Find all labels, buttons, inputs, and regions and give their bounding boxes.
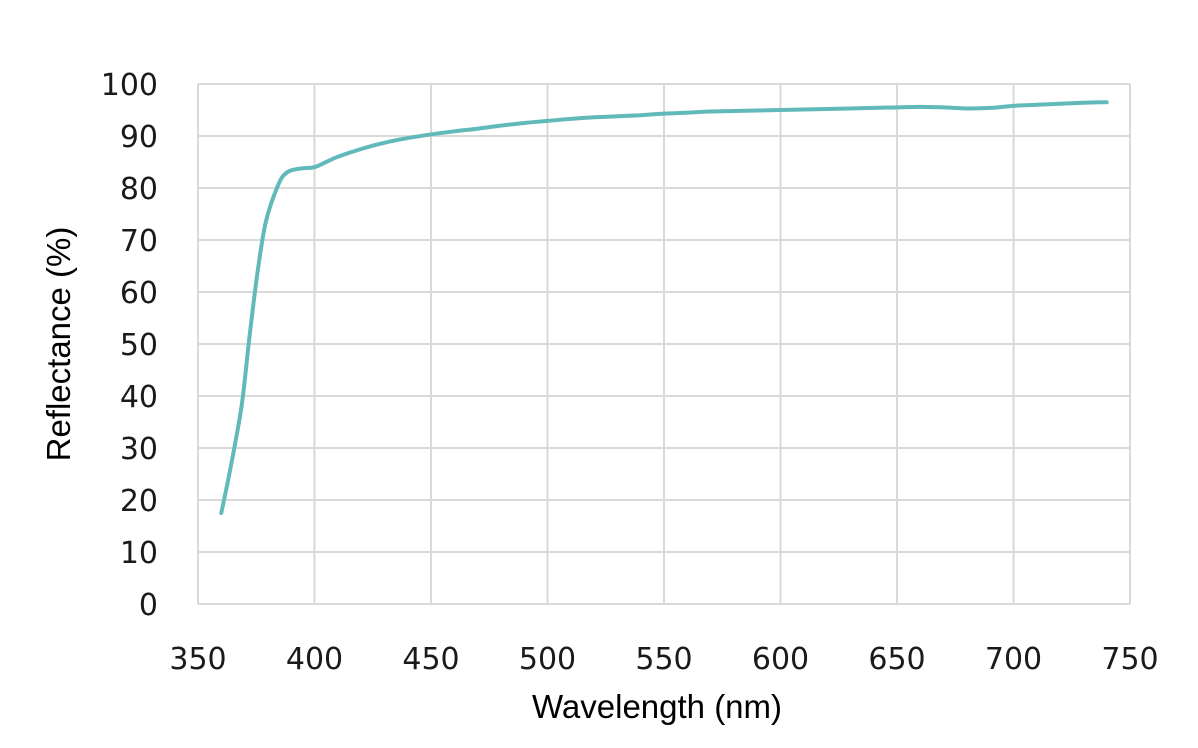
reflectance-series-line (219, 100, 1109, 515)
y-axis-title: Reflectance (%) (40, 227, 77, 462)
x-tick-label: 600 (752, 642, 809, 677)
y-tick-labels: 0 10 20 30 40 50 60 70 80 90 100 (101, 68, 158, 623)
y-tick-label: 40 (120, 380, 158, 415)
y-tick-label: 0 (139, 588, 158, 623)
y-tick-label: 30 (120, 432, 158, 467)
y-tick-label: 60 (120, 276, 158, 311)
x-tick-label: 750 (1101, 642, 1158, 677)
y-tick-label: 100 (101, 68, 158, 103)
x-tick-labels: 350 400 450 500 550 600 650 700 750 (169, 642, 1158, 677)
x-tick-label: 400 (286, 642, 343, 677)
y-tick-label: 20 (120, 484, 158, 519)
y-tick-label: 50 (120, 328, 158, 363)
y-tick-label: 90 (120, 120, 158, 155)
y-tick-label: 70 (120, 224, 158, 259)
y-tick-label: 80 (120, 172, 158, 207)
x-tick-label: 650 (868, 642, 925, 677)
x-tick-label: 350 (169, 642, 226, 677)
x-tick-label: 550 (635, 642, 692, 677)
x-tick-label: 700 (985, 642, 1042, 677)
series-layer (219, 100, 1109, 515)
x-axis-title: Wavelength (nm) (532, 688, 782, 725)
grid (197, 83, 1131, 605)
x-tick-label: 500 (519, 642, 576, 677)
x-tick-label: 450 (402, 642, 459, 677)
y-tick-label: 10 (120, 536, 158, 571)
